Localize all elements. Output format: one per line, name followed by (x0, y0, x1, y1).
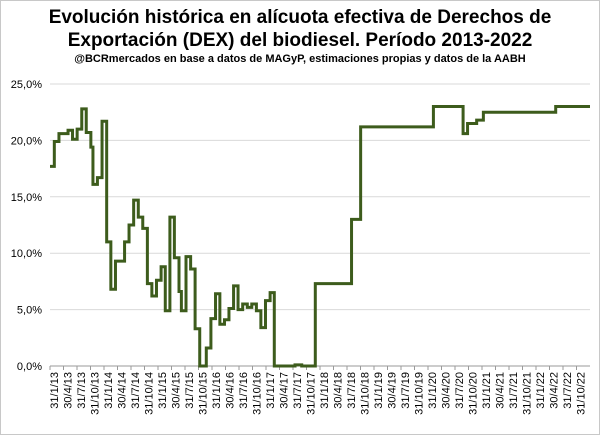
x-tick-label: 31/7/18 (346, 372, 358, 409)
chart-title-line2: Exportación (DEX) del biodiesel. Período… (67, 30, 533, 51)
y-tick-label: 5,0% (17, 305, 42, 317)
x-tick-label: 31/7/17 (292, 372, 304, 409)
x-tick-label: 31/10/22 (576, 372, 588, 415)
x-tick-label: 31/7/13 (76, 372, 88, 409)
x-tick-label: 31/10/17 (306, 372, 318, 415)
x-tick-label: 30/4/17 (279, 372, 291, 409)
x-tick-label: 31/7/19 (400, 372, 412, 409)
x-tick-label: 31/10/13 (90, 372, 102, 415)
x-tick-label: 31/10/18 (360, 372, 372, 415)
x-tick-label: 31/10/21 (522, 372, 534, 415)
y-tick-label: 0,0% (17, 361, 42, 373)
x-tick-label: 31/1/20 (427, 372, 439, 409)
x-tick-label: 31/1/17 (265, 372, 277, 409)
x-tick-label: 30/4/20 (441, 372, 453, 409)
x-tick-label: 30/4/21 (495, 372, 507, 409)
y-tick-label: 20,0% (11, 135, 42, 147)
series-line-dex-rate (50, 105, 590, 368)
y-tick-label: 25,0% (11, 79, 42, 91)
x-tick-label: 30/4/13 (63, 372, 75, 409)
x-tick-label: 31/7/21 (508, 372, 520, 409)
x-tick-label: 30/4/15 (171, 372, 183, 409)
x-tick-label: 30/4/14 (117, 372, 129, 409)
x-tick-label: 31/1/16 (211, 372, 223, 409)
x-tick-label: 31/7/22 (562, 372, 574, 409)
x-tick-label: 31/1/18 (319, 372, 331, 409)
x-tick-label: 31/7/14 (130, 372, 142, 409)
chart-subtitle: @BCRmercados en base a datos de MAGyP, e… (74, 53, 526, 65)
x-tick-label: 31/7/20 (454, 372, 466, 409)
y-tick-label: 10,0% (11, 248, 42, 260)
x-tick-label: 31/1/19 (373, 372, 385, 409)
x-tick-label: 31/1/14 (103, 372, 115, 409)
x-tick-label: 31/1/15 (157, 372, 169, 409)
x-tick-label: 31/10/14 (144, 372, 156, 415)
x-tick-label: 30/4/16 (225, 372, 237, 409)
x-tick-label: 31/1/22 (535, 372, 547, 409)
x-tick-label: 30/4/19 (387, 372, 399, 409)
chart-title-line1: Evolución histórica en alícuota efectiva… (48, 7, 552, 28)
chart-title: Evolución histórica en alícuota efectiva… (0, 6, 600, 52)
x-tick-label: 31/10/19 (414, 372, 426, 415)
x-tick-label: 31/1/21 (481, 372, 493, 409)
x-tick-label: 31/7/15 (184, 372, 196, 409)
x-tick-label: 31/10/15 (198, 372, 210, 415)
x-tick-label: 31/1/13 (49, 372, 61, 409)
x-tick-label: 31/10/16 (252, 372, 264, 415)
x-tick-label: 31/10/20 (468, 372, 480, 415)
x-tick-label: 31/7/16 (238, 372, 250, 409)
x-tick-label: 30/4/22 (549, 372, 561, 409)
x-tick-label: 30/4/18 (333, 372, 345, 409)
y-tick-label: 15,0% (11, 192, 42, 204)
